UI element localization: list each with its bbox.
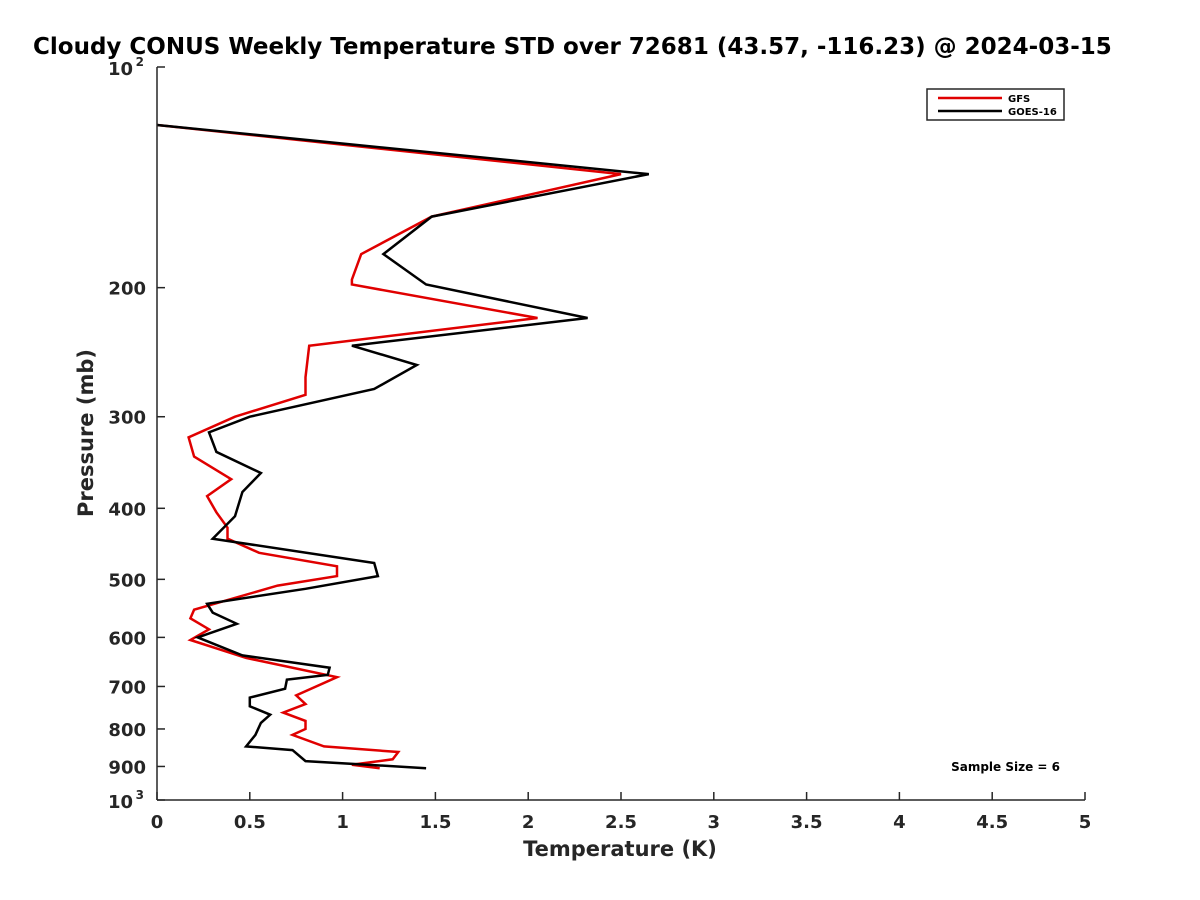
- legend-label: GOES-16: [1008, 107, 1057, 118]
- x-tick-label: 4.5: [976, 812, 1008, 833]
- y-tick-label: 10: [108, 792, 133, 813]
- x-tick-label: 1: [336, 812, 349, 833]
- y-tick-label: 500: [108, 570, 146, 591]
- y-tick-label: 10: [108, 59, 133, 80]
- x-tick-label: 3.5: [791, 812, 823, 833]
- series-line-gfs: [156, 123, 622, 770]
- x-tick-label: 3: [708, 812, 721, 833]
- x-tick-label: 5: [1079, 812, 1092, 833]
- axes-layer: 0 0.5 1 1.5 2 2.5 3 3.5 4 4.5 510 22003004005006007…: [108, 55, 1091, 833]
- sample-size-annotation: Sample Size = 6: [951, 760, 1060, 774]
- y-tick-label: 400: [108, 499, 146, 520]
- legend-label: GFS: [1008, 94, 1030, 105]
- x-tick-label: 2.5: [605, 812, 637, 833]
- y-tick-label: 900: [108, 757, 146, 778]
- series-line-goes-16: [156, 123, 650, 770]
- x-tick-label: 2: [522, 812, 535, 833]
- legend: GFS GOES-16: [926, 88, 1065, 121]
- y-tick-label: 200: [108, 279, 146, 300]
- series-layer: [156, 123, 650, 770]
- x-tick-label: 0.5: [234, 812, 266, 833]
- y-axis-label: Pressure (mb): [74, 349, 98, 517]
- x-tick-label: 4: [893, 812, 906, 833]
- y-tick-exponent: 2: [136, 55, 144, 69]
- x-axis-label: Temperature (K): [523, 837, 717, 861]
- y-tick-exponent: 3: [136, 788, 144, 802]
- chart-title: Cloudy CONUS Weekly Temperature STD over…: [33, 34, 1112, 60]
- y-tick-label: 700: [108, 677, 146, 698]
- legend-box: [926, 88, 1065, 121]
- x-tick-label: 1.5: [419, 812, 451, 833]
- y-tick-label: 600: [108, 628, 146, 649]
- x-tick-label: 0: [151, 812, 164, 833]
- y-tick-label: 300: [108, 408, 146, 429]
- y-tick-label: 800: [108, 720, 146, 741]
